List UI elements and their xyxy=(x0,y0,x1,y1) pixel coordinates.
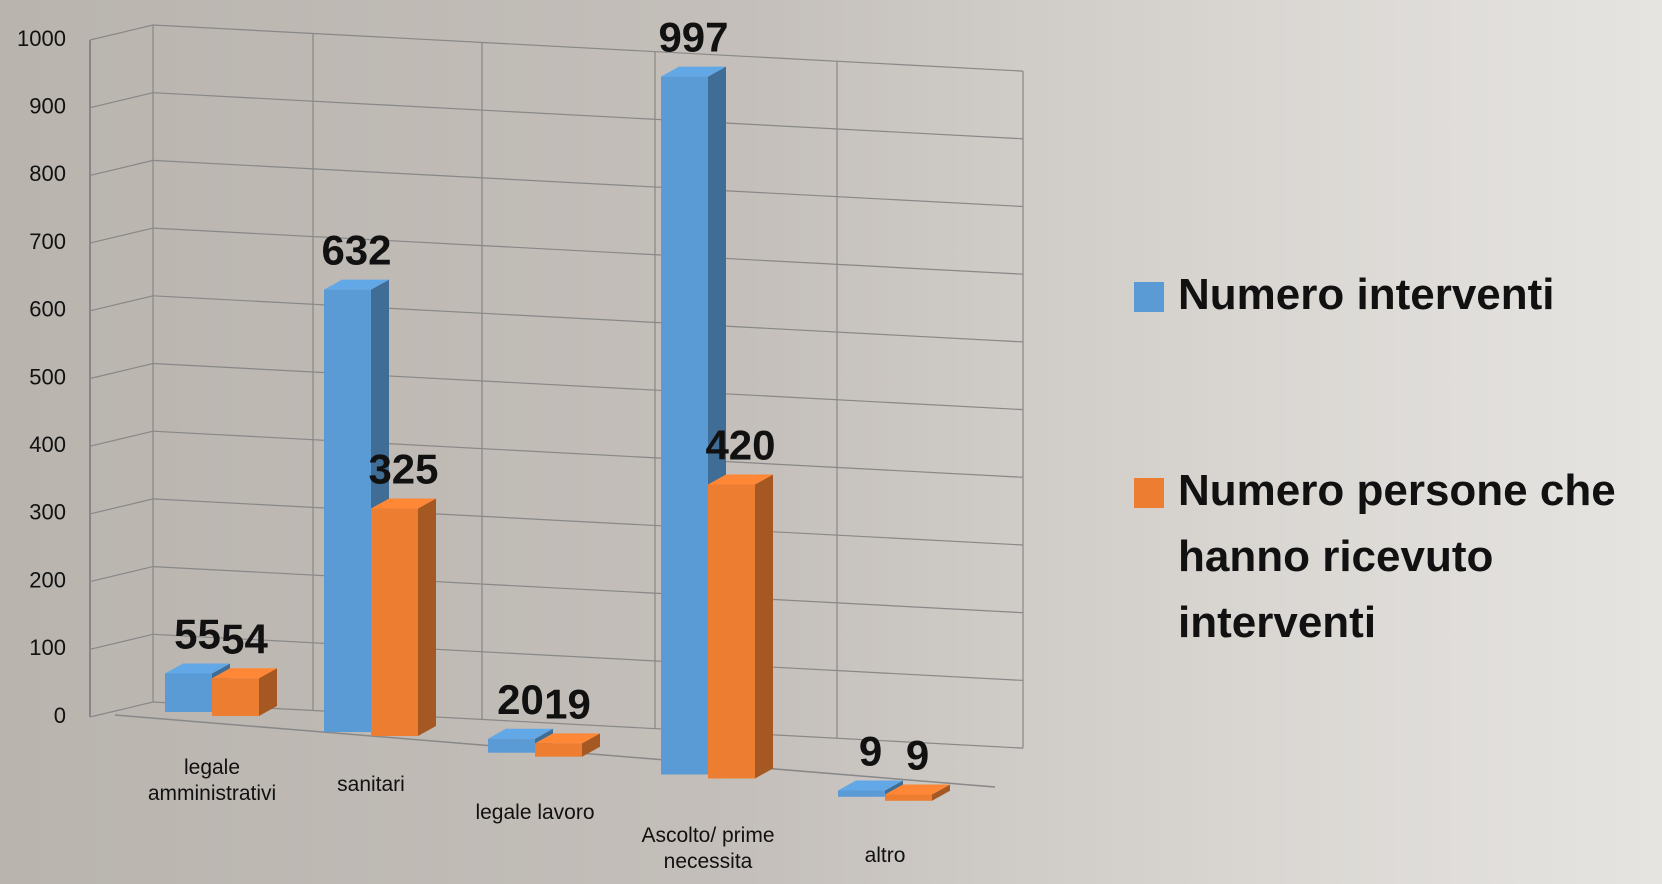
bar-top xyxy=(488,728,553,739)
bar xyxy=(324,289,371,733)
value-label: 55 xyxy=(174,611,221,658)
legend-label: Numero interventi xyxy=(1178,270,1555,319)
bar-side xyxy=(582,733,600,757)
bar xyxy=(838,790,885,797)
legend-item: Numero interventi xyxy=(1134,262,1634,328)
bar-top xyxy=(708,474,773,485)
bar-top xyxy=(535,733,600,744)
y-tick-label: 800 xyxy=(29,161,66,186)
value-label: 420 xyxy=(705,422,775,469)
value-label: 325 xyxy=(368,446,438,493)
grid-line xyxy=(89,227,1024,275)
value-label: 9 xyxy=(859,728,882,775)
value-label: 19 xyxy=(544,680,591,727)
grid-line xyxy=(89,498,1024,546)
y-tick-label: 900 xyxy=(29,94,66,119)
bar-top xyxy=(212,668,277,679)
grid-line xyxy=(89,24,1024,72)
bar xyxy=(212,678,259,716)
legend-label: Numero persone che hanno ricevuto interv… xyxy=(1178,466,1616,647)
bar xyxy=(165,673,212,712)
value-label: 632 xyxy=(321,227,391,274)
bar xyxy=(488,738,535,753)
bar xyxy=(661,76,708,775)
y-tick-label: 300 xyxy=(29,500,66,525)
grid-line xyxy=(89,430,1024,478)
legend-swatch xyxy=(1134,282,1164,312)
grid-line xyxy=(89,362,1024,411)
grid-line xyxy=(89,92,1024,140)
bar xyxy=(371,508,418,737)
y-tick-label: 200 xyxy=(29,567,66,592)
grid-line xyxy=(89,159,1024,208)
y-tick-label: 500 xyxy=(29,364,66,389)
bar xyxy=(885,794,932,801)
bar-top xyxy=(165,663,230,674)
legend-item: Numero persone che hanno ricevuto interv… xyxy=(1134,458,1634,656)
y-tick-label: 400 xyxy=(29,432,66,457)
y-tick-label: 100 xyxy=(29,635,66,660)
y-tick-label: 1000 xyxy=(17,26,66,51)
value-label: 20 xyxy=(497,676,544,723)
bar-top xyxy=(324,279,389,290)
bar-side xyxy=(259,668,277,716)
x-tick-label: legale amministrativi xyxy=(147,756,277,805)
x-tick-label: legale lavoro xyxy=(475,801,595,824)
bar-top xyxy=(661,66,726,77)
bar-side xyxy=(755,474,773,779)
y-tick-label: 0 xyxy=(54,703,66,728)
bar-side xyxy=(418,498,436,737)
bar-top xyxy=(885,784,950,795)
x-tick-label: altro xyxy=(864,844,906,867)
grid-line xyxy=(89,565,1024,614)
y-tick-label: 700 xyxy=(29,229,66,254)
x-tick-label: Ascolto/ prime necessita xyxy=(641,824,775,873)
legend-swatch xyxy=(1134,478,1164,508)
value-label: 9 xyxy=(906,732,929,779)
x-tick-label: sanitari xyxy=(337,773,405,796)
bar xyxy=(708,484,755,779)
grid-line xyxy=(89,295,1024,343)
bar xyxy=(535,743,582,757)
bar-top xyxy=(371,498,436,509)
value-label: 54 xyxy=(221,615,268,662)
bar-top xyxy=(838,780,903,791)
bar-side xyxy=(932,784,950,801)
y-tick-label: 600 xyxy=(29,297,66,322)
value-label: 997 xyxy=(658,14,728,61)
legend: Numero interventi Numero persone che hann… xyxy=(1134,262,1634,786)
